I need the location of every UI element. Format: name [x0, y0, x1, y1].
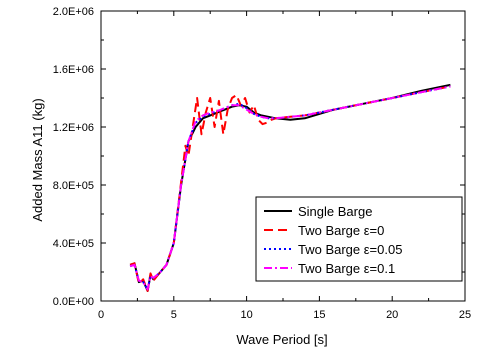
- y-tick-label: 8.0E+05: [53, 180, 94, 192]
- x-tick-label: 10: [240, 309, 252, 321]
- y-tick-label: 4.0E+05: [53, 238, 94, 250]
- axes: 0 5 10 15 20 25 0.0E+00 4.0E+05 8.0E+05 1.2E+06 1.…: [53, 6, 471, 321]
- series-lines: [129, 83, 451, 292]
- x-tick-label: 15: [313, 309, 325, 321]
- x-tick-label: 0: [98, 309, 104, 321]
- x-tick-label: 20: [386, 309, 398, 321]
- legend-label-3: Two Barge ε=0.05: [298, 242, 402, 257]
- legend-label-4: Two Barge ε=0.1: [298, 261, 395, 276]
- x-tick-label: 5: [171, 309, 177, 321]
- series-line-4: [129, 85, 451, 291]
- legend-label-1: Single Barge: [298, 204, 372, 219]
- x-tick-label: 25: [459, 309, 471, 321]
- y-tick-label: 1.2E+06: [53, 122, 94, 134]
- y-tick-label: 1.6E+06: [53, 64, 94, 76]
- y-tick-label: 0.0E+00: [53, 296, 94, 308]
- y-axis-title: Added Mass A11 (kg): [30, 98, 45, 221]
- legend-label-2: Two Barge ε=0: [298, 223, 384, 238]
- x-axis-title: Wave Period [s]: [236, 332, 327, 347]
- series-line-3: [129, 85, 451, 291]
- y-tick-label: 2.0E+06: [53, 6, 94, 18]
- legend: Single Barge Two Barge ε=0 Two Barge ε=0.0…: [255, 196, 463, 282]
